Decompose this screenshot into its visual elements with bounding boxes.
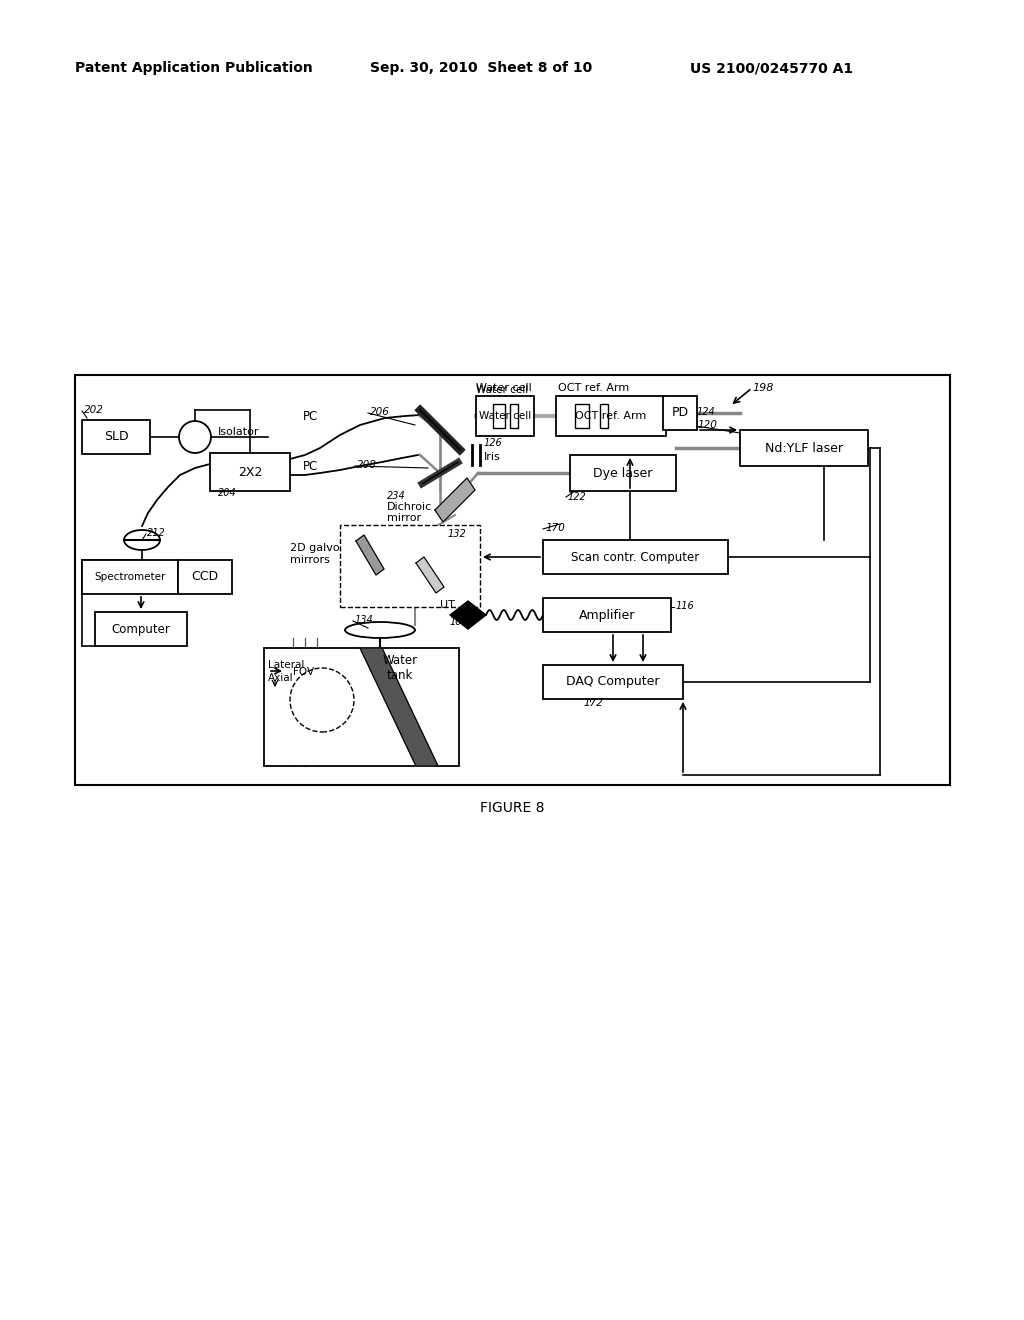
- Text: OCT ref. Arm: OCT ref. Arm: [575, 411, 646, 421]
- FancyBboxPatch shape: [510, 404, 518, 428]
- Text: 124: 124: [697, 407, 716, 417]
- Text: 206: 206: [370, 407, 390, 417]
- FancyBboxPatch shape: [570, 455, 676, 491]
- Polygon shape: [360, 648, 438, 766]
- Text: Isolator: Isolator: [218, 426, 259, 437]
- Text: PD: PD: [672, 407, 688, 420]
- FancyBboxPatch shape: [82, 560, 178, 594]
- Text: 208: 208: [357, 459, 377, 470]
- Text: Axial: Axial: [268, 673, 294, 682]
- FancyBboxPatch shape: [493, 404, 505, 428]
- Text: Patent Application Publication: Patent Application Publication: [75, 61, 312, 75]
- Text: 132: 132: [449, 529, 467, 539]
- FancyBboxPatch shape: [340, 525, 480, 607]
- Text: 2X2: 2X2: [238, 466, 262, 479]
- Text: 126: 126: [484, 438, 503, 447]
- Text: 170: 170: [545, 523, 565, 533]
- Text: FOV: FOV: [293, 667, 314, 677]
- Text: Amplifier: Amplifier: [579, 609, 635, 622]
- FancyBboxPatch shape: [178, 560, 232, 594]
- Text: DAQ Computer: DAQ Computer: [566, 676, 659, 689]
- Text: 202: 202: [84, 405, 103, 414]
- Text: PC: PC: [302, 411, 317, 424]
- FancyBboxPatch shape: [740, 430, 868, 466]
- FancyBboxPatch shape: [543, 665, 683, 700]
- Text: 172: 172: [583, 698, 603, 708]
- Polygon shape: [435, 478, 475, 521]
- Polygon shape: [356, 535, 384, 576]
- Text: Lateral: Lateral: [268, 660, 304, 671]
- Text: SLD: SLD: [103, 430, 128, 444]
- FancyBboxPatch shape: [476, 396, 534, 436]
- FancyBboxPatch shape: [95, 612, 187, 645]
- FancyBboxPatch shape: [82, 420, 150, 454]
- Text: Dichroic: Dichroic: [387, 502, 432, 512]
- Polygon shape: [416, 557, 444, 593]
- Text: 134: 134: [355, 615, 374, 624]
- Text: 212: 212: [147, 528, 166, 539]
- Text: Dye laser: Dye laser: [593, 466, 652, 479]
- Text: Computer: Computer: [112, 623, 170, 635]
- Text: Sep. 30, 2010  Sheet 8 of 10: Sep. 30, 2010 Sheet 8 of 10: [370, 61, 592, 75]
- Text: Water cell: Water cell: [476, 385, 528, 395]
- Text: Nd:YLF laser: Nd:YLF laser: [765, 441, 843, 454]
- Text: Water cell: Water cell: [476, 383, 531, 393]
- Text: Scan contr. Computer: Scan contr. Computer: [571, 550, 699, 564]
- FancyBboxPatch shape: [75, 375, 950, 785]
- Text: Spectrometer: Spectrometer: [94, 572, 166, 582]
- Text: mirror: mirror: [387, 513, 421, 523]
- FancyBboxPatch shape: [210, 453, 290, 491]
- Text: 204: 204: [218, 488, 237, 498]
- FancyBboxPatch shape: [575, 404, 589, 428]
- Text: PC: PC: [302, 461, 317, 474]
- Text: FIGURE 8: FIGURE 8: [480, 801, 544, 814]
- FancyBboxPatch shape: [543, 540, 728, 574]
- Text: 198: 198: [752, 383, 773, 393]
- Text: 116: 116: [676, 601, 694, 611]
- Text: 108: 108: [450, 616, 469, 627]
- Text: 122: 122: [568, 492, 587, 502]
- Text: 120: 120: [698, 420, 718, 430]
- Text: 234: 234: [387, 491, 406, 502]
- Text: Iris: Iris: [484, 451, 501, 462]
- Text: 2D galvo: 2D galvo: [290, 543, 340, 553]
- FancyBboxPatch shape: [600, 404, 608, 428]
- FancyBboxPatch shape: [543, 598, 671, 632]
- Text: UT: UT: [440, 601, 455, 610]
- Text: Water cell: Water cell: [479, 411, 531, 421]
- FancyBboxPatch shape: [663, 396, 697, 430]
- FancyBboxPatch shape: [264, 648, 459, 766]
- Text: US 2100/0245770 A1: US 2100/0245770 A1: [690, 61, 853, 75]
- Text: Water
tank: Water tank: [382, 653, 418, 682]
- Polygon shape: [450, 601, 486, 630]
- Text: OCT ref. Arm: OCT ref. Arm: [558, 383, 630, 393]
- Text: CCD: CCD: [191, 570, 218, 583]
- Text: mirrors: mirrors: [290, 554, 330, 565]
- FancyBboxPatch shape: [556, 396, 666, 436]
